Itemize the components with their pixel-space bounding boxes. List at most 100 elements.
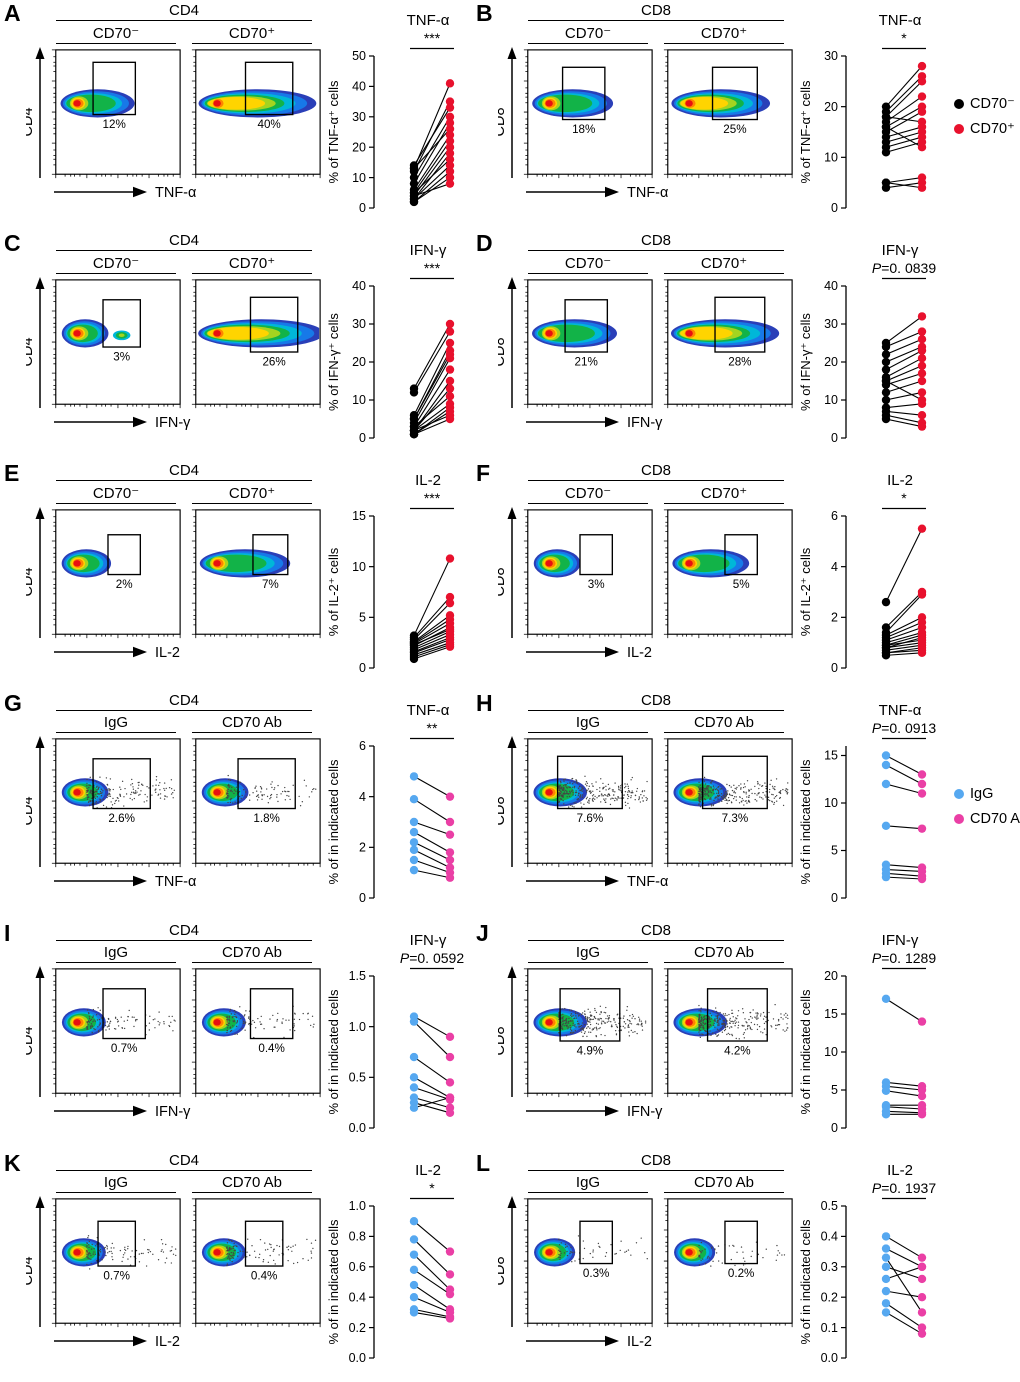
- data-point-group1: [881, 388, 891, 397]
- pair-line: [885, 418, 923, 428]
- density-blob: [670, 319, 780, 348]
- paired-chart-block: IFN-γ P=0. 1289 % of in indicated cells …: [798, 930, 952, 1141]
- flow-cytometry-plot-right: 26%: [191, 279, 321, 409]
- flow-cytometry-plot-left: 3%: [523, 509, 653, 639]
- data-point-group2: [445, 179, 455, 188]
- data-point-group1: [881, 376, 891, 386]
- chart-title: IL-2: [887, 472, 913, 489]
- data-point-group2: [445, 1247, 455, 1256]
- y-tick-label: 0: [831, 661, 838, 675]
- data-point-group1: [409, 1280, 419, 1290]
- flow-axis-ticks: [523, 49, 653, 179]
- pair-line: [413, 171, 451, 203]
- pair-line: [413, 631, 451, 649]
- flow-gate: [244, 1220, 284, 1267]
- gate-percentage: 3%: [588, 578, 605, 591]
- pair-line: [885, 764, 923, 785]
- flow-x-axis-arrow: IFN-γ: [526, 1104, 663, 1120]
- flow-group: CD8 CD70⁻ CD70⁺ CD8 3% 5% IL-2: [498, 462, 800, 667]
- flow-gate: [92, 758, 151, 810]
- pair-line: [413, 1284, 451, 1310]
- y-tick-label: 0.0: [349, 1351, 366, 1365]
- flow-y-axis-arrow: CD4: [26, 277, 45, 408]
- flow-column-label-right: CD70 Ab: [192, 714, 312, 733]
- pair-line: [413, 637, 451, 653]
- flow-column-labels: IgG CD70 Ab: [528, 944, 800, 963]
- pair-line: [885, 106, 923, 128]
- data-point-group1: [409, 1217, 419, 1226]
- flow-cytometry-plot-right: 7.3%: [663, 738, 793, 868]
- chart-title: TNF-α: [407, 12, 450, 29]
- flow-x-axis-label: IFN-γ: [155, 1104, 191, 1120]
- data-point-group1: [881, 1286, 891, 1296]
- flow-x-axis-arrow: IFN-γ: [54, 415, 191, 431]
- flow-cell-type-title: CD8: [528, 922, 784, 941]
- flow-axis-ticks: [523, 279, 653, 409]
- flow-column-labels: CD70⁻ CD70⁺: [528, 484, 800, 504]
- y-tick-label: 20: [824, 355, 838, 369]
- flow-column-label-right: CD70⁺: [192, 24, 312, 44]
- pair-line: [885, 331, 923, 348]
- flow-y-axis-arrow: CD8: [498, 966, 517, 1097]
- pair-line: [885, 1235, 923, 1259]
- flow-y-axis-label: CD8: [498, 796, 508, 825]
- arrow-right-icon: [133, 1105, 147, 1117]
- y-tick-label: 20: [352, 355, 366, 369]
- data-point-group2: [917, 874, 927, 884]
- data-point-group1: [409, 1103, 419, 1112]
- data-point-group2: [445, 873, 455, 882]
- figure-panel: F CD8 CD70⁻ CD70⁺ CD8 3% 5% IL: [472, 460, 1020, 690]
- data-point-group1: [881, 122, 891, 132]
- pair-line: [885, 594, 923, 633]
- panel-letter: H: [476, 690, 493, 716]
- data-point-group2: [445, 1314, 455, 1323]
- flow-cytometry-plot-left: 4.9%: [523, 968, 653, 1098]
- flow-y-axis-arrow: CD4: [26, 736, 45, 867]
- y-tick-label: 10: [824, 1045, 838, 1059]
- flow-y-axis-arrow: CD4: [26, 47, 45, 178]
- figure-panel: B CD8 CD70⁻ CD70⁺ CD8 18% 25%: [472, 0, 1020, 230]
- flow-y-axis-arrow: CD8: [498, 47, 517, 178]
- density-blob: [61, 319, 131, 348]
- y-tick-label: 4: [831, 560, 838, 574]
- pair-line: [885, 649, 923, 654]
- flow-gate: [249, 296, 299, 353]
- paired-dot-plot: TNF-α * % of TNF-α⁺ cells 0 10 20 30: [798, 12, 927, 215]
- flow-cytometry-plot-left: 0.7%: [51, 968, 181, 1098]
- significance-label: ***: [424, 490, 441, 506]
- data-point-group2: [445, 642, 455, 651]
- flow-group: CD4 IgG CD70 Ab CD4 0.7% 0.4% IFN-γ: [26, 922, 328, 1126]
- data-point-group2: [917, 770, 927, 779]
- pair-line: [413, 128, 451, 169]
- pair-line: [885, 652, 923, 656]
- flow-column-labels: CD70⁻ CD70⁺: [56, 24, 328, 44]
- flow-axis-ticks: [191, 1198, 321, 1328]
- y-tick-label: 0.4: [349, 1290, 366, 1304]
- density-blob: [532, 319, 617, 348]
- chart-plot-area: 0 2 4 6: [831, 509, 927, 675]
- arrow-up-icon: [35, 277, 45, 289]
- data-point-group2: [917, 335, 927, 344]
- flow-cell-type-title: CD8: [528, 462, 784, 481]
- pair-line: [413, 602, 451, 641]
- data-point-group1: [881, 872, 891, 882]
- data-point-group2: [445, 130, 455, 140]
- pair-line: [413, 342, 451, 416]
- y-tick-label: 10: [352, 393, 366, 407]
- data-point-group1: [409, 191, 419, 201]
- pair-line: [413, 1016, 451, 1038]
- pair-line: [885, 868, 923, 872]
- y-tick-label: 2: [359, 841, 366, 855]
- data-point-group2: [917, 388, 927, 397]
- gate-percentage: 7.6%: [577, 812, 604, 825]
- flow-axis-ticks: [51, 1198, 181, 1328]
- data-point-group1: [881, 779, 891, 789]
- paired-dot-plot: IFN-γ *** % of IFN-γ⁺ cells 0 10 20 30 40: [326, 242, 455, 445]
- y-tick-label: 40: [352, 279, 366, 293]
- arrow-right-icon: [133, 186, 147, 198]
- chart-y-axis-label: % of IFN-γ⁺ cells: [328, 313, 341, 411]
- pair-line: [885, 864, 923, 869]
- flow-cytometry-plot-right: 1.8%: [191, 738, 321, 868]
- gate-percentage: 0.4%: [258, 1042, 285, 1055]
- flow-group: CD4 CD70⁻ CD70⁺ CD4 12% 40% TNF-α: [26, 2, 328, 207]
